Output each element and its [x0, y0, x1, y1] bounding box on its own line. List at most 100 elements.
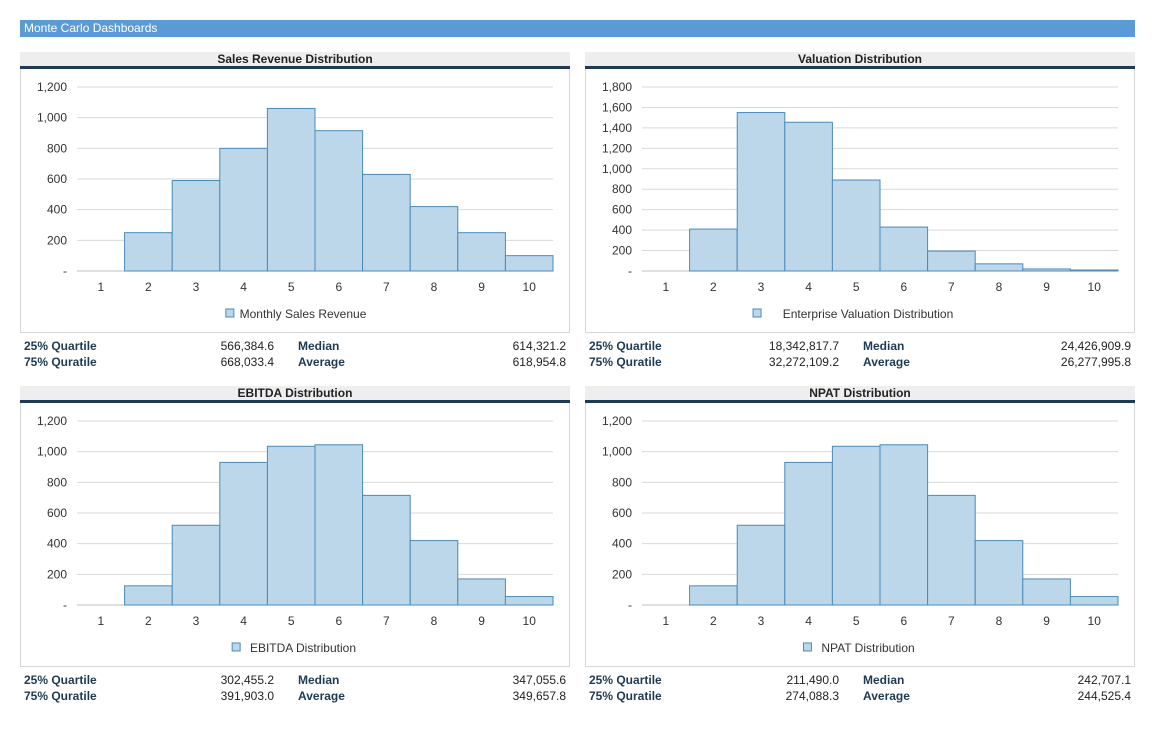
chart-legend: Monthly Sales Revenue: [225, 307, 367, 321]
x-tick-label: 6: [900, 280, 907, 294]
q75-value: 668,033.4: [220, 355, 274, 369]
x-tick-label: 9: [478, 614, 485, 628]
title-divider: [585, 400, 1135, 403]
x-tick-label: 2: [710, 280, 717, 294]
median-label: Median: [863, 673, 905, 687]
histogram-bar: [314, 130, 364, 272]
legend-swatch: [225, 308, 235, 318]
x-tick-label: 3: [758, 280, 765, 294]
histogram-chart: - 200 400 600 800 1,000 1,200 1,400 1,600 1,800 1 2…: [602, 80, 1119, 321]
histogram-bar: [266, 445, 316, 606]
histogram-bar: [831, 179, 881, 272]
histogram-bar: [314, 444, 364, 606]
histogram-bar: [124, 232, 173, 272]
x-tick-label: 1: [97, 280, 104, 294]
legend-label: Monthly Sales Revenue: [240, 307, 367, 321]
y-tick-label: 1,200: [37, 80, 67, 94]
average-label: Average: [298, 355, 345, 369]
quartile-stats: 25% Quartile 18,342,817.7 Median 24,426,909…: [589, 339, 1131, 373]
x-tick-label: 6: [900, 614, 907, 628]
title-divider: [20, 400, 570, 403]
x-tick-label: 9: [1043, 280, 1050, 294]
x-tick-label: 10: [523, 280, 537, 294]
x-tick-label: 2: [710, 614, 717, 628]
y-tick-label: 400: [612, 537, 632, 551]
title-divider: [20, 66, 570, 69]
q75-label: 75% Quratile: [589, 689, 662, 703]
histogram-bar: [504, 255, 554, 272]
y-tick-label: 800: [47, 475, 67, 489]
chart-legend: EBITDA Distribution: [231, 641, 356, 655]
y-tick-label: 1,000: [602, 162, 632, 176]
x-tick-label: 5: [288, 280, 295, 294]
chart-title: EBITDA Distribution: [20, 386, 570, 400]
histogram-bar: [879, 226, 929, 272]
q25-label: 25% Quartile: [24, 339, 97, 353]
histogram-bar: [784, 121, 833, 272]
average-value: 244,525.4: [1077, 689, 1131, 703]
x-tick-label: 7: [383, 614, 390, 628]
average-label: Average: [298, 689, 345, 703]
x-tick-label: 2: [145, 280, 152, 294]
median-value: 347,055.6: [512, 673, 566, 687]
valuation-panel: Valuation Distribution - 200 400 600 800 1,000…: [585, 52, 1135, 369]
histogram-bar: [219, 147, 268, 272]
y-tick-label: 1,200: [602, 414, 632, 428]
y-tick-label: 1,400: [602, 121, 632, 135]
median-label: Median: [863, 339, 905, 353]
q25-label: 25% Quartile: [589, 673, 662, 687]
histogram-bar: [689, 585, 738, 606]
q75-value: 391,903.0: [220, 689, 274, 703]
legend-swatch: [752, 308, 762, 318]
chart-area: - 200 400 600 800 1,000 1,200 1,400 1,600 1,800 1 2…: [585, 69, 1135, 333]
x-tick-label: 7: [948, 614, 955, 628]
histogram-bar: [736, 112, 786, 272]
histogram-bar: [266, 107, 316, 272]
y-tick-label: 1,600: [602, 100, 632, 114]
histogram-bar: [457, 578, 506, 606]
chart-title: Sales Revenue Distribution: [20, 52, 570, 66]
histogram-bar: [219, 461, 268, 606]
x-tick-label: 10: [523, 614, 537, 628]
q25-label: 25% Quartile: [24, 673, 97, 687]
y-tick-label: 600: [612, 203, 632, 217]
histogram-bar: [927, 494, 976, 606]
y-tick-label: 800: [612, 475, 632, 489]
chart-legend: NPAT Distribution: [802, 641, 915, 655]
q25-value: 18,342,817.7: [768, 339, 839, 353]
npat-panel: NPAT Distribution - 200 400 600 800 1,000 1,200…: [585, 386, 1135, 703]
chart-area: - 200 400 600 800 1,000 1,200 1 2 3 4 5 6 7 8 9 10 EBITDA…: [20, 403, 570, 667]
quartile-stats: 25% Quartile 211,490.0 Median 242,707.1 75% …: [589, 673, 1131, 707]
y-tick-label: 400: [612, 223, 632, 237]
average-value: 26,277,995.8: [1060, 355, 1131, 369]
median-label: Median: [298, 339, 340, 353]
legend-label: Enterprise Valuation Distribution: [783, 307, 954, 321]
median-value: 242,707.1: [1077, 673, 1131, 687]
y-tick-label: 1,200: [37, 414, 67, 428]
x-tick-label: 8: [996, 280, 1003, 294]
chart-area: - 200 400 600 800 1,000 1,200 1 2 3 4 5 6 7 8 9 10 Monthl…: [20, 69, 570, 333]
x-tick-label: 10: [1088, 280, 1102, 294]
y-tick-label: 400: [47, 203, 67, 217]
x-tick-label: 7: [948, 280, 955, 294]
x-tick-label: 8: [996, 614, 1003, 628]
chart-title: Valuation Distribution: [585, 52, 1135, 66]
average-value: 349,657.8: [512, 689, 566, 703]
dashboard-title: Monte Carlo Dashboards: [20, 20, 1135, 37]
q25-value: 302,455.2: [220, 673, 274, 687]
sales-revenue-panel: Sales Revenue Distribution - 200 400 600 800 1…: [20, 52, 570, 369]
histogram-bar: [784, 461, 833, 606]
q75-value: 32,272,109.2: [768, 355, 839, 369]
y-tick-label: 1,000: [37, 111, 67, 125]
histogram-chart: - 200 400 600 800 1,000 1,200 1 2 3 4 5 6 7 8 9 10 Monthl…: [37, 80, 554, 321]
x-tick-label: 3: [193, 280, 200, 294]
histogram-chart: - 200 400 600 800 1,000 1,200 1 2 3 4 5 6 7 8 9 10 EBITDA…: [37, 414, 554, 655]
x-tick-label: 8: [431, 614, 438, 628]
histogram-bar: [879, 444, 929, 606]
histogram-bar: [409, 540, 459, 606]
median-value: 24,426,909.9: [1060, 339, 1131, 353]
histogram-bar: [974, 263, 1024, 272]
average-value: 618,954.8: [512, 355, 566, 369]
legend-label: NPAT Distribution: [821, 641, 914, 655]
histogram-bar: [124, 585, 173, 606]
